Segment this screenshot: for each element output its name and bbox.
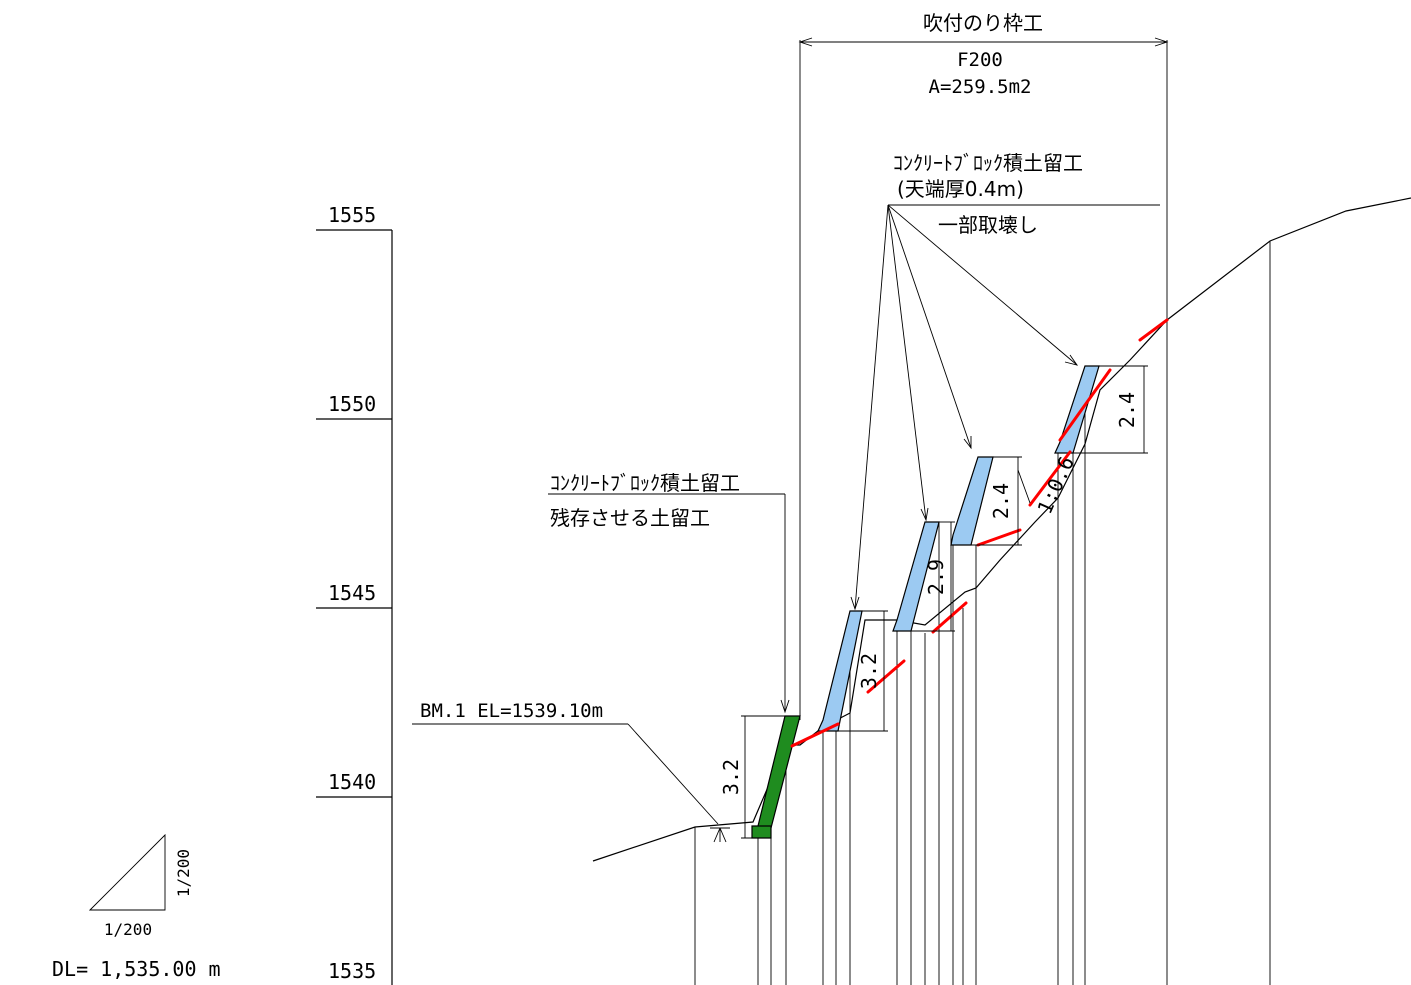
removal-note-line3: 一部取壊し [938,213,1038,237]
removal-note: ｺﾝｸﾘｰﾄﾌﾞﾛｯｸ積土留工 (天端厚0.4m) 一部取壊し [850,151,1160,611]
scale-horizontal-label: 1/200 [104,920,152,939]
wall1-height-label: 3.2 [719,759,743,795]
station-lines [694,241,1271,985]
keep-note-line1: ｺﾝｸﾘｰﾄﾌﾞﾛｯｸ積土留工 [550,471,740,495]
frame-work-spec: F200 [957,49,1003,71]
slope-annotation: 1:0.6 [1017,453,1079,518]
wall5-height-label: 2.4 [1115,392,1139,428]
benchmark-label: BM.1 EL=1539.10m [420,700,603,722]
datum-label: DL= 1,535.00 m [52,957,221,981]
frame-work-extent: 吹付のり枠工 F200 A=259.5m2 [798,11,1169,720]
scale-indicator: 1/200 1/200 [88,833,193,939]
keep-note-line2: 残存させる土留工 [550,506,710,530]
keep-note: ｺﾝｸﾘｰﾄﾌﾞﾛｯｸ積土留工 残存させる土留工 [548,471,790,714]
removal-note-line2: (天端厚0.4m) [897,177,1024,201]
cut-lines [790,318,1169,748]
elevation-label-1540: 1540 [328,770,376,794]
benchmark: BM.1 EL=1539.10m [412,700,730,843]
frame-work-area: A=259.5m2 [929,76,1032,98]
wall3-height-label: 2.9 [924,559,948,595]
remaining-retaining-wall [751,715,801,839]
scale-vertical-label: 1/200 [174,849,193,897]
elevation-label-1555: 1555 [328,203,376,227]
elevation-label-1550: 1550 [328,392,376,416]
elevation-label-1535: 1535 [328,959,376,983]
wall2-height-label: 3.2 [857,653,881,689]
wall4-height-label: 2.4 [989,483,1013,519]
ground-profile [592,197,1411,862]
slope-label: 1:0.6 [1032,453,1078,518]
elevation-label-1545: 1545 [328,581,376,605]
removal-note-line1: ｺﾝｸﾘｰﾄﾌﾞﾛｯｸ積土留工 [893,151,1083,175]
frame-work-title: 吹付のり枠工 [923,11,1043,35]
elevation-scale: 1555 1550 1545 1540 1535 [316,203,393,985]
height-dimensions: 3.2 3.2 2.9 2.4 2.4 [719,365,1148,839]
